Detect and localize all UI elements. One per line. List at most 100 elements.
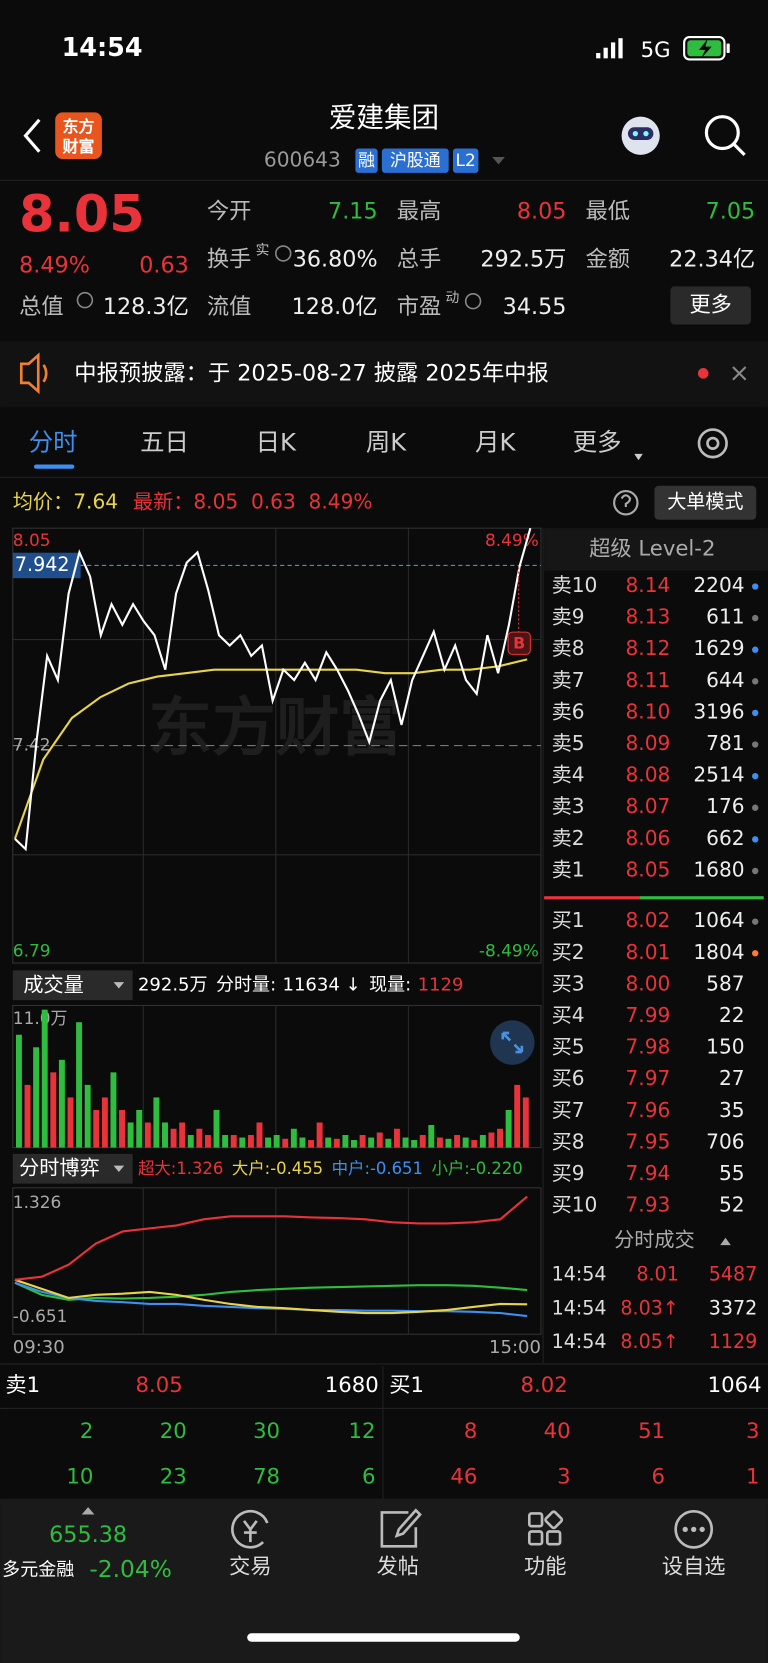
- logo-text: 东方: [63, 117, 95, 136]
- home-indicator: [247, 1633, 520, 1642]
- tag: 融: [358, 150, 375, 170]
- close-button[interactable]: [732, 366, 747, 381]
- field-sup: 动: [446, 290, 460, 306]
- tab[interactable]: 日K: [256, 427, 297, 456]
- book-volume: 150: [706, 1035, 744, 1059]
- tab[interactable]: 月K: [475, 427, 516, 456]
- volume-bar: [84, 1084, 91, 1148]
- volume-bar: [514, 1084, 521, 1148]
- book-price: 7.94: [625, 1161, 670, 1185]
- volume-bar: [411, 1140, 418, 1148]
- book-label: 买5: [552, 1035, 585, 1059]
- book-volume: 1680: [693, 857, 744, 881]
- trades-arrow[interactable]: [720, 1237, 731, 1246]
- volume-bar: [376, 1132, 383, 1148]
- boyi-title-bg[interactable]: [12, 1153, 133, 1184]
- tag-bg: [452, 148, 479, 173]
- y-tick-label: 11.0万: [13, 1008, 68, 1028]
- volume-bar: [333, 1138, 340, 1148]
- field-value: 22.34亿: [669, 246, 755, 272]
- dropdown-arrow[interactable]: [113, 1165, 125, 1172]
- info-icon: [275, 245, 292, 262]
- tag: 沪股通: [390, 150, 441, 170]
- expand-icon[interactable]: [490, 1020, 535, 1065]
- tag-bg: [355, 148, 378, 173]
- volume-title-bg[interactable]: [12, 970, 133, 1001]
- volume-bar: [247, 1135, 254, 1148]
- book-volume: 52: [719, 1193, 745, 1217]
- stock-name: 爱建集团: [329, 101, 439, 134]
- book-volume: 1804: [693, 940, 744, 964]
- settings-icon[interactable]: [697, 428, 728, 459]
- book-label: 卖3: [552, 794, 585, 818]
- book-dot: [752, 804, 759, 811]
- book-dot: [752, 646, 759, 653]
- robot-icon[interactable]: [621, 116, 660, 155]
- volume-bar: [196, 1128, 203, 1148]
- current-price-box: [12, 552, 81, 579]
- marker-box: [507, 631, 531, 655]
- back-button[interactable]: [23, 118, 41, 153]
- nav-item[interactable]: 交易: [229, 1555, 271, 1580]
- book-volume: 781: [706, 731, 744, 755]
- volume-bar: [479, 1135, 486, 1148]
- book-price: 7.96: [625, 1098, 670, 1122]
- book-price: 8.05: [136, 1373, 183, 1398]
- last-price: 8.05: [19, 185, 145, 244]
- nav-item[interactable]: 功能: [524, 1555, 566, 1580]
- more-button-label[interactable]: 更多: [689, 292, 731, 317]
- volume-bar: [179, 1122, 186, 1148]
- index-change[interactable]: -2.04%: [89, 1555, 172, 1583]
- volume-bar: [316, 1122, 323, 1148]
- volume-bar: [290, 1128, 297, 1148]
- speaker-wave: [42, 364, 48, 383]
- tab[interactable]: 五日: [140, 427, 189, 456]
- help-icon[interactable]: [613, 489, 639, 516]
- search-icon[interactable]: [704, 115, 746, 156]
- status-time: 14:54: [62, 33, 143, 63]
- mode-button-label[interactable]: 大单模式: [667, 490, 743, 513]
- volume-bar: [239, 1137, 246, 1148]
- tab[interactable]: 更多: [573, 427, 622, 456]
- book-price: 7.97: [625, 1066, 670, 1090]
- book-price: 8.14: [625, 573, 670, 597]
- index-value[interactable]: 655.38: [49, 1522, 127, 1548]
- volume-bar: [33, 1047, 40, 1148]
- volume-bar: [101, 1097, 108, 1148]
- volume-bar: [402, 1137, 409, 1148]
- queue-count: 78: [253, 1464, 280, 1489]
- ask-bid-bar: [639, 896, 764, 900]
- tab[interactable]: 周K: [366, 427, 407, 456]
- notice-part: 中报预披露：: [74, 360, 208, 386]
- index-name[interactable]: 多元金融: [2, 1560, 74, 1581]
- more-button[interactable]: [670, 286, 751, 325]
- index-arrow[interactable]: [81, 1507, 95, 1515]
- y-tick-label: 7.42: [13, 735, 51, 755]
- watchlist-icon: [674, 1510, 714, 1549]
- notice-dot: [697, 368, 709, 379]
- queue-count: 10: [66, 1464, 93, 1489]
- nav-item[interactable]: 发帖: [377, 1555, 419, 1580]
- book-dot: [752, 678, 759, 685]
- nav-item[interactable]: 设自选: [662, 1555, 726, 1580]
- volume-bar: [522, 1097, 529, 1148]
- field-value: 34.55: [503, 294, 567, 320]
- book-price: 7.93: [625, 1193, 670, 1217]
- battery-icon: [683, 36, 730, 61]
- boyi-title: 分时博弈: [19, 1155, 100, 1179]
- book-label: 买9: [552, 1161, 585, 1185]
- volume-stats: 292.5万 分时量: 11634 ↓ 现量: 1129: [138, 974, 464, 995]
- dropdown-arrow[interactable]: [492, 156, 505, 165]
- price-line: [14, 527, 532, 852]
- tab[interactable]: 分时: [29, 427, 78, 456]
- volume-bar: [299, 1137, 306, 1148]
- mode-button[interactable]: [654, 485, 757, 520]
- book-volume: 1680: [325, 1373, 379, 1398]
- volume-header: 成交量: [23, 972, 83, 996]
- book-dot: [752, 741, 759, 748]
- change-pct: 8.49%: [19, 253, 90, 279]
- book-volume: 55: [719, 1161, 745, 1185]
- post-icon: [380, 1508, 422, 1548]
- dropdown-arrow[interactable]: [113, 982, 125, 989]
- trade-time: 14:54: [552, 1262, 607, 1285]
